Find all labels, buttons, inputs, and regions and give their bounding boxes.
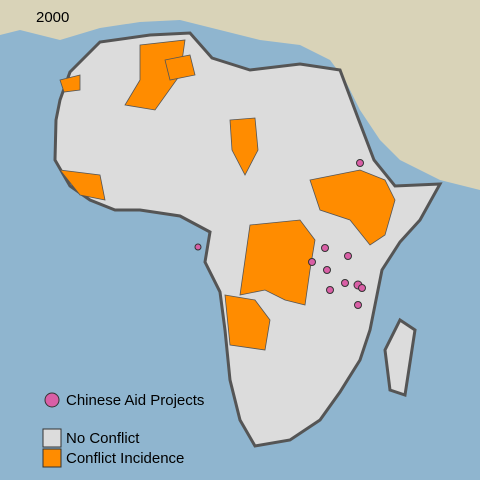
conflict-area	[124, 39, 186, 111]
aid-project	[194, 243, 202, 251]
legend-label: Conflict Incidence	[66, 450, 184, 467]
aid-project	[326, 286, 334, 294]
conflict-area	[239, 219, 316, 306]
year-label: 2000	[36, 9, 69, 26]
aid-projects	[194, 159, 366, 309]
conflict-area	[224, 294, 271, 351]
aid-project	[321, 244, 329, 252]
legend-swatch	[42, 428, 62, 448]
conflict-area	[59, 74, 81, 93]
aid-project	[354, 301, 362, 309]
aid-project	[356, 159, 364, 167]
conflict-area	[164, 54, 196, 81]
legend-label: No Conflict	[66, 430, 140, 447]
aid-project	[308, 258, 316, 266]
conflict-areas	[59, 39, 396, 351]
conflict-area	[59, 169, 106, 201]
legend-swatch	[42, 448, 62, 468]
aid-project	[323, 266, 331, 274]
conflict-area	[229, 117, 259, 176]
surrounding-land	[0, 0, 480, 190]
legend-symbol	[44, 392, 60, 408]
legend-label: Chinese Aid Projects	[66, 392, 204, 409]
aid-project	[358, 284, 366, 292]
aid-project	[341, 279, 349, 287]
aid-project	[344, 252, 352, 260]
conflict-area	[309, 169, 396, 246]
madagascar	[383, 317, 417, 397]
africa	[53, 31, 443, 448]
